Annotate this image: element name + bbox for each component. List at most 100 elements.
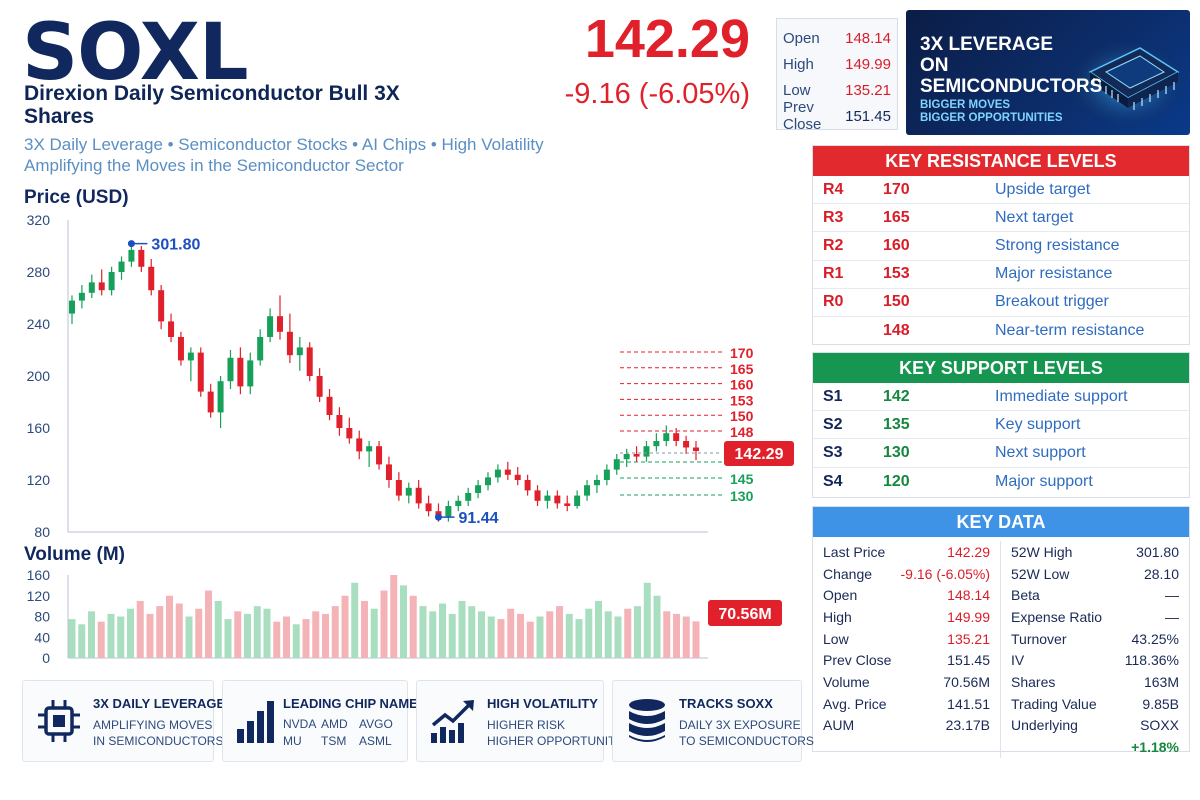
- candle: [653, 433, 660, 452]
- level-value: 148: [883, 322, 910, 340]
- low-label: 91.44: [458, 510, 498, 527]
- volume-bar: [497, 619, 505, 658]
- volume-bar: [331, 606, 339, 658]
- level-description: Breakout trigger: [995, 293, 1109, 311]
- candle: [534, 485, 541, 506]
- candle: [247, 352, 254, 395]
- database-icon: [629, 699, 665, 742]
- card-title: 3X DAILY LEVERAGE: [93, 696, 226, 711]
- support-panel: KEY SUPPORT LEVELS S1 142 Immediate suppor…: [812, 352, 1190, 498]
- volume-bar: [517, 613, 524, 658]
- volume-bar: [604, 611, 612, 658]
- candle: [385, 456, 392, 488]
- key-data-label: Turnover: [1011, 630, 1067, 647]
- volume-bar: [478, 611, 485, 658]
- key-data-row: Open 148.14: [823, 584, 990, 606]
- level-description: Near-term resistance: [995, 322, 1145, 340]
- volume-bar: [302, 619, 310, 658]
- card-subtitle: AMPLIFYING MOVES IN SEMICONDUCTORS: [93, 717, 223, 749]
- level-value: 142: [883, 387, 910, 405]
- key-data-header: KEY DATA: [813, 507, 1189, 537]
- card-chip-names: LEADING CHIP NAMES NVDA AMD AVGO MU TSM …: [222, 680, 427, 762]
- key-data-value: SOXX: [1140, 717, 1179, 734]
- candle: [217, 376, 224, 428]
- volume-bar: [400, 585, 407, 658]
- price-y-tick: 320: [27, 212, 51, 228]
- candle-body: [128, 249, 135, 262]
- promo-subtitle-1: BIGGER MOVES: [920, 99, 1011, 111]
- key-data-value: 118.36%: [1124, 652, 1179, 669]
- candle-body: [177, 337, 184, 361]
- volume-bar: [682, 616, 690, 658]
- candle-body: [504, 469, 511, 475]
- candle-body: [623, 454, 630, 460]
- volume-bar: [361, 600, 368, 658]
- volume-bar: [487, 616, 495, 658]
- candle-body: [693, 447, 699, 452]
- candle: [128, 243, 135, 267]
- candle: [643, 441, 650, 462]
- candle-body: [475, 485, 482, 493]
- key-data-label: Avg. Price: [823, 695, 887, 712]
- tagline-line-2: Amplifying the Moves in the Semiconducto…: [24, 156, 404, 175]
- candle-body: [257, 337, 264, 361]
- price-y-tick: 280: [27, 264, 51, 280]
- resistance-line-label: 153: [730, 392, 754, 408]
- candle: [108, 266, 115, 296]
- key-data-label: Expense Ratio: [1011, 608, 1103, 625]
- ohlc-value: 149.99: [845, 55, 891, 73]
- candle-body: [653, 441, 660, 447]
- level-key: S1: [823, 387, 843, 405]
- level-key: R2: [823, 236, 844, 254]
- key-data-row: Volume 70.56M: [823, 671, 990, 693]
- volume-bar: [429, 611, 437, 658]
- level-key: R1: [823, 265, 844, 283]
- ohlc-value: 135.21: [845, 81, 891, 99]
- candle: [475, 480, 482, 499]
- candle: [415, 480, 422, 509]
- price-chart-title: Price (USD): [24, 187, 129, 208]
- candle-body: [603, 469, 610, 480]
- candle: [494, 464, 501, 483]
- key-data-label: Low: [823, 630, 849, 647]
- volume-bar: [575, 619, 583, 658]
- candle: [445, 500, 452, 522]
- key-data-value: 149.99: [947, 608, 990, 625]
- candle: [227, 350, 234, 389]
- candle: [187, 347, 194, 382]
- candle: [296, 337, 303, 371]
- volume-bar: [556, 606, 563, 658]
- candle-body: [574, 495, 581, 506]
- candle-body: [237, 357, 244, 387]
- level-value: 170: [883, 180, 910, 198]
- support-row: S1 142 Immediate support: [813, 383, 1189, 412]
- key-data-row: 52W Low 28.10: [1011, 563, 1179, 585]
- volume-bar: [614, 616, 622, 658]
- candle-body: [158, 290, 165, 322]
- key-data-row: IV 118.36%: [1011, 649, 1179, 671]
- candle-body: [148, 266, 155, 291]
- candle: [237, 347, 244, 395]
- level-description: Next target: [995, 208, 1074, 226]
- level-key: S2: [823, 415, 843, 433]
- volume-tag: [708, 600, 782, 626]
- support-rows: S1 142 Immediate support S2 135 Key support S3…: [813, 383, 1189, 496]
- candle: [316, 368, 323, 402]
- key-data-row: Expense Ratio —: [1011, 606, 1179, 628]
- volume-bar: [341, 595, 349, 658]
- candle-body: [385, 464, 392, 480]
- key-data-label: AUM: [823, 717, 855, 734]
- candle-body: [663, 433, 670, 441]
- high-label: 301.80: [151, 237, 200, 254]
- support-line-label: 130: [730, 488, 754, 504]
- candle: [88, 274, 95, 298]
- volume-bar: [224, 619, 232, 658]
- volume-bar: [546, 611, 554, 658]
- volume-bar: [214, 600, 222, 658]
- resistance-row: R4 170 Upside target: [813, 176, 1189, 205]
- card-title: HIGH VOLATILITY: [487, 696, 598, 711]
- key-data-value: 23.17B: [945, 717, 990, 734]
- volume-bar: [585, 608, 593, 658]
- candle: [593, 474, 600, 493]
- resistance-line-label: 170: [730, 345, 754, 361]
